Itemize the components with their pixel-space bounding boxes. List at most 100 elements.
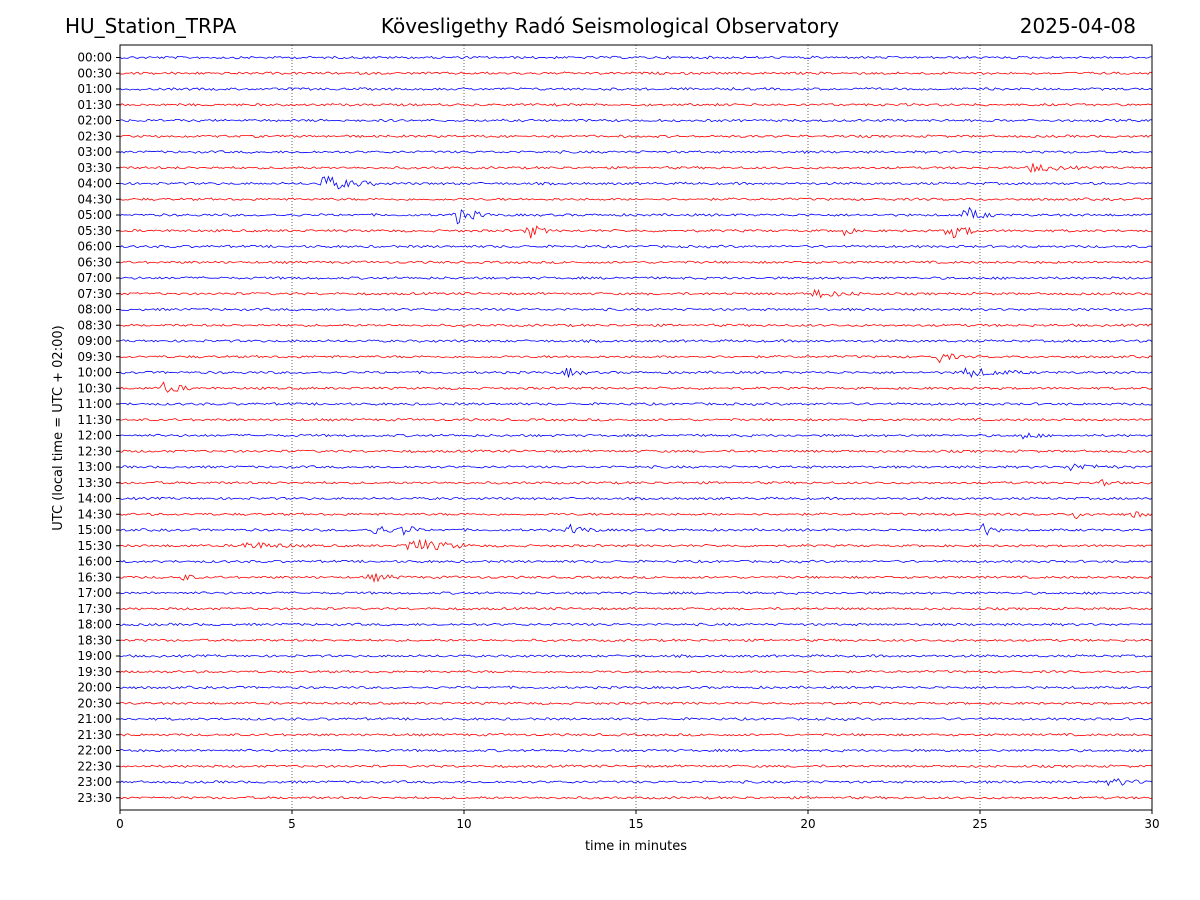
trace-0230 — [119, 134, 1153, 139]
trace-0730 — [119, 288, 1153, 299]
y-tick-label: 15:00 — [77, 523, 112, 537]
y-tick-label: 10:00 — [77, 366, 112, 380]
trace-1830 — [119, 638, 1153, 643]
trace-1630 — [119, 573, 1153, 583]
observatory-title: Kövesligethy Radó Seismological Observat… — [380, 14, 840, 38]
y-tick-label: 17:00 — [77, 586, 112, 600]
y-tick-label: 02:00 — [77, 114, 112, 128]
y-axis-label: UTC (local time = UTC + 02:00) — [51, 325, 66, 530]
trace-layer — [119, 55, 1153, 800]
trace-0630 — [119, 260, 1153, 265]
y-tick-label: 16:30 — [77, 570, 112, 584]
y-tick-label: 23:30 — [77, 791, 112, 805]
trace-1300 — [119, 463, 1153, 472]
trace-0300 — [119, 150, 1153, 154]
y-tick-label: 20:30 — [77, 696, 112, 710]
x-tick-label: 10 — [456, 817, 471, 831]
trace-0000 — [119, 55, 1153, 60]
trace-1800 — [119, 622, 1153, 627]
trace-1130 — [119, 417, 1153, 422]
trace-2330 — [119, 795, 1153, 800]
trace-1100 — [119, 402, 1153, 406]
trace-0330 — [119, 163, 1153, 173]
trace-1200 — [119, 432, 1153, 440]
y-tick-label: 17:30 — [77, 602, 112, 616]
trace-2200 — [119, 748, 1153, 753]
y-tick-label: 21:00 — [77, 712, 112, 726]
y-tick-label: 13:30 — [77, 476, 112, 490]
y-tick-label: 08:00 — [77, 303, 112, 317]
y-tick-label: 11:30 — [77, 413, 112, 427]
y-tick-label: 08:30 — [77, 318, 112, 332]
y-tick-label: 00:00 — [77, 51, 112, 65]
y-tick-label: 01:30 — [77, 98, 112, 112]
y-tick-label: 02:30 — [77, 129, 112, 143]
y-tick-label: 12:30 — [77, 444, 112, 458]
y-tick-label: 18:00 — [77, 618, 112, 632]
trace-0900 — [119, 339, 1153, 343]
trace-1330 — [119, 478, 1153, 487]
trace-0130 — [119, 102, 1153, 107]
y-tick-label: 10:30 — [77, 381, 112, 395]
y-tick-label: 14:00 — [77, 492, 112, 506]
y-tick-label: 09:30 — [77, 350, 112, 364]
y-tick-label: 07:00 — [77, 271, 112, 285]
trace-0600 — [119, 244, 1153, 249]
x-tick-label: 20 — [800, 817, 815, 831]
trace-0830 — [119, 323, 1153, 328]
trace-2030 — [119, 701, 1153, 706]
y-tick-label: 03:00 — [77, 145, 112, 159]
trace-2000 — [119, 685, 1153, 690]
x-axis: 0 5 10 15 20 25 30 — [116, 810, 1160, 831]
trace-1230 — [119, 449, 1153, 454]
trace-1430 — [119, 511, 1153, 520]
trace-1030 — [119, 381, 1153, 393]
y-tick-label: 18:30 — [77, 633, 112, 647]
y-tick-label: 13:00 — [77, 460, 112, 474]
trace-0400 — [119, 175, 1153, 190]
trace-1700 — [119, 591, 1153, 595]
station-title: HU_Station_TRPA — [65, 14, 237, 38]
y-tick-label: 15:30 — [77, 539, 112, 553]
trace-0200 — [119, 118, 1153, 123]
trace-1930 — [119, 669, 1153, 674]
y-tick-label: 20:00 — [77, 681, 112, 695]
trace-2100 — [119, 717, 1153, 721]
trace-1600 — [119, 559, 1153, 564]
y-tick-label: 04:30 — [77, 192, 112, 206]
trace-0430 — [119, 197, 1153, 201]
trace-2130 — [119, 732, 1153, 737]
y-tick-label: 06:00 — [77, 240, 112, 254]
y-tick-label: 19:30 — [77, 665, 112, 679]
y-tick-label: 06:30 — [77, 255, 112, 269]
y-tick-label: 00:30 — [77, 66, 112, 80]
y-tick-label: 12:00 — [77, 429, 112, 443]
trace-2300 — [119, 778, 1153, 787]
y-tick-label: 09:00 — [77, 334, 112, 348]
y-tick-label: 05:00 — [77, 208, 112, 222]
trace-0930 — [119, 353, 1153, 364]
trace-0800 — [119, 307, 1153, 312]
x-tick-label: 25 — [972, 817, 987, 831]
trace-1530 — [119, 538, 1153, 551]
y-tick-label: 14:30 — [77, 507, 112, 521]
y-tick-label: 22:00 — [77, 744, 112, 758]
y-tick-label: 07:30 — [77, 287, 112, 301]
trace-1730 — [119, 606, 1153, 611]
x-tick-label: 5 — [288, 817, 296, 831]
grid-layer — [291, 45, 981, 810]
trace-0700 — [119, 276, 1153, 280]
x-axis-label: time in minutes — [585, 839, 687, 854]
trace-1900 — [119, 654, 1153, 658]
trace-1000 — [119, 367, 1153, 378]
trace-0030 — [119, 71, 1153, 76]
y-tick-label: 03:30 — [77, 161, 112, 175]
trace-1400 — [119, 496, 1153, 501]
trace-0500 — [119, 206, 1153, 225]
x-tick-label: 0 — [116, 817, 124, 831]
x-tick-label: 15 — [628, 817, 643, 831]
y-tick-label: 19:00 — [77, 649, 112, 663]
y-tick-label: 05:30 — [77, 224, 112, 238]
